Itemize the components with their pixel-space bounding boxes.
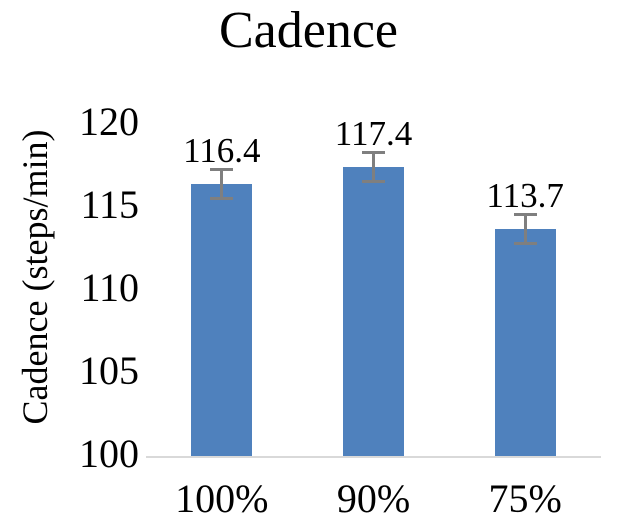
x-axis-category-label-75-pct: 75% bbox=[488, 476, 562, 521]
y-axis-tick-label: 100 bbox=[79, 431, 139, 476]
bar-100-pct bbox=[191, 183, 253, 456]
bar-90-pct bbox=[343, 167, 404, 456]
bar-value-label-75-pct: 113.7 bbox=[486, 175, 564, 215]
y-axis-tick-label: 110 bbox=[80, 265, 139, 310]
bar-75-pct bbox=[494, 228, 556, 456]
error-bar-bottom-cap-75-pct bbox=[513, 241, 537, 245]
y-axis-tick-label: 120 bbox=[79, 99, 139, 144]
error-bar-100-pct bbox=[220, 168, 224, 199]
error-bar-75-pct bbox=[523, 213, 527, 244]
error-bar-bottom-cap-90-pct bbox=[362, 180, 385, 184]
error-bar-top-cap-90-pct bbox=[362, 151, 385, 155]
x-axis-line bbox=[146, 456, 601, 458]
x-axis-category-label-100-pct: 100% bbox=[175, 476, 269, 521]
error-bar-top-cap-75-pct bbox=[513, 212, 537, 216]
x-axis-category-label-90-pct: 90% bbox=[336, 476, 411, 521]
bar-value-label-90-pct: 117.4 bbox=[334, 114, 413, 154]
bar-value-label-100-pct: 116.4 bbox=[183, 130, 261, 170]
y-axis-tick-label: 115 bbox=[80, 182, 139, 227]
chart-title: Cadence bbox=[218, 2, 398, 59]
y-axis-tick-label: 105 bbox=[79, 348, 139, 393]
error-bar-top-cap-100-pct bbox=[210, 167, 234, 171]
error-bar-bottom-cap-100-pct bbox=[210, 196, 234, 200]
error-bar-90-pct bbox=[372, 152, 375, 183]
